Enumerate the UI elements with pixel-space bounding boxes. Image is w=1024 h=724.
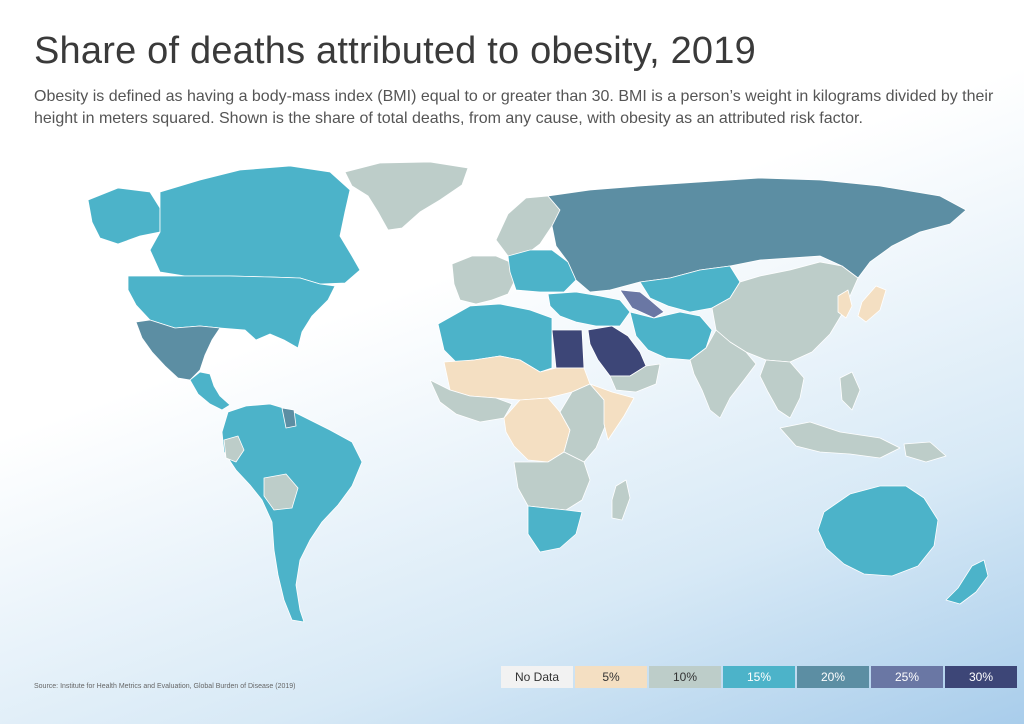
- map-title: Share of deaths attributed to obesity, 2…: [34, 30, 756, 72]
- region-ecuador: [223, 435, 245, 463]
- legend-item-15: 15%: [723, 666, 795, 688]
- region-horn-of-africa: [589, 383, 635, 441]
- region-eastern-europe: [507, 249, 577, 293]
- legend-item-10: 10%: [649, 666, 721, 688]
- region-bolivia: [263, 473, 299, 511]
- region-indonesia: [779, 421, 901, 459]
- region-guyana: [281, 407, 297, 429]
- region-russia: [547, 177, 967, 293]
- region-south-america: [221, 403, 363, 623]
- region-philippines: [839, 371, 861, 411]
- region-southeast-asia: [759, 359, 805, 419]
- region-new-zealand: [945, 559, 989, 605]
- legend-item-no-data: No Data: [501, 666, 573, 688]
- legend-item-5: 5%: [575, 666, 647, 688]
- region-caucasus: [619, 289, 665, 319]
- region-southern-africa: [513, 451, 591, 511]
- legend-item-30: 30%: [945, 666, 1017, 688]
- legend-item-20: 20%: [797, 666, 869, 688]
- region-turkey-middle-east: [547, 291, 631, 327]
- region-europe: [451, 255, 517, 305]
- legend-item-25: 25%: [871, 666, 943, 688]
- region-central-africa: [503, 397, 571, 463]
- world-map: [0, 150, 1024, 650]
- region-canada: [149, 165, 361, 285]
- region-yemen: [609, 363, 661, 393]
- region-australia: [817, 485, 939, 577]
- region-papua-new-guinea: [903, 441, 947, 463]
- region-india: [689, 329, 757, 419]
- region-madagascar: [611, 479, 631, 521]
- map-subtitle: Obesity is defined as having a body-mass…: [34, 88, 994, 127]
- source-note: Source: Institute for Health Metrics and…: [34, 683, 296, 690]
- region-central-america: [189, 371, 231, 411]
- region-south-africa: [527, 505, 583, 553]
- region-korea: [837, 289, 853, 319]
- region-west-africa: [429, 379, 513, 423]
- region-japan: [857, 285, 887, 323]
- region-east-africa: [559, 383, 607, 463]
- region-mexico: [135, 319, 221, 381]
- region-greenland: [344, 161, 469, 231]
- map-legend: No Data 5% 10% 15% 20% 25% 30%: [501, 666, 1017, 688]
- region-scandinavia: [495, 195, 561, 257]
- region-egypt: [551, 329, 585, 369]
- region-alaska: [87, 187, 161, 245]
